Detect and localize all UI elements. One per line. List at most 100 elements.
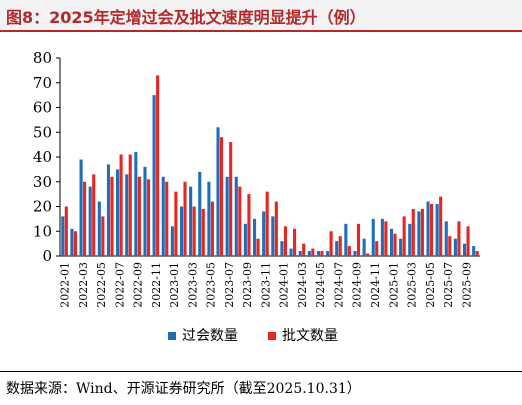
chart-title-bar: 图8：2025年定增过会及批文速度明显提升（例） xyxy=(0,0,522,32)
bar-series-a xyxy=(134,152,138,256)
bar-series-a xyxy=(389,228,394,256)
bar-series-a xyxy=(399,238,403,256)
bar-series-b xyxy=(375,241,379,256)
bar-series-b xyxy=(338,236,342,256)
y-tick-label: 30 xyxy=(33,173,52,191)
bar-series-b xyxy=(201,208,205,256)
x-tick-label: 2022-03 xyxy=(77,262,90,308)
bar-series-a xyxy=(335,241,339,256)
bar-series-b xyxy=(219,137,224,256)
x-tick-label: 2022-11 xyxy=(150,262,163,308)
x-tick-label: 2022-07 xyxy=(113,262,126,308)
source-divider xyxy=(0,371,522,372)
bar-series-b xyxy=(356,223,361,256)
bar-series-b xyxy=(229,142,233,256)
bar-series-a xyxy=(207,181,211,256)
bar-series-b xyxy=(256,238,260,256)
bar-series-a xyxy=(289,248,293,256)
bar-series-a xyxy=(216,127,220,256)
x-tick-label: 2025-01 xyxy=(387,262,400,308)
bar-series-a xyxy=(116,169,120,256)
bar-series-a xyxy=(243,223,247,256)
bar-series-a xyxy=(280,241,284,256)
bar-series-b xyxy=(165,181,169,256)
bar-series-b xyxy=(146,179,151,256)
bar-series-a xyxy=(234,176,238,256)
bar-series-b xyxy=(420,208,424,256)
bar-series-b xyxy=(448,236,452,256)
bar-series-b xyxy=(311,248,315,256)
bar-series-b xyxy=(329,231,333,256)
x-tick-label: 2023-05 xyxy=(205,262,218,308)
bar-series-b xyxy=(83,181,87,256)
bar-series-b xyxy=(119,154,123,256)
bar-series-a xyxy=(271,216,275,256)
bar-series-b xyxy=(439,196,443,256)
bar-series-a xyxy=(371,218,375,256)
x-tick-label: 2024-01 xyxy=(278,262,291,308)
bar-series-b xyxy=(92,174,96,256)
x-tick-label: 2024-11 xyxy=(369,262,382,308)
y-tick-label: 60 xyxy=(33,99,52,117)
bar-series-b xyxy=(402,216,406,256)
y-tick-label: 0 xyxy=(42,247,52,265)
bar-series-b xyxy=(265,191,269,256)
bar-series-b xyxy=(210,201,214,256)
x-tick-label: 2024-05 xyxy=(314,262,327,308)
legend-label-series-a: 过会数量 xyxy=(182,328,238,344)
bar-series-a xyxy=(253,218,257,256)
bar-series-b xyxy=(238,186,242,256)
bar-series-a xyxy=(225,176,229,256)
x-tick-label: 2023-11 xyxy=(259,262,272,308)
bar-series-a xyxy=(161,176,165,256)
x-tick-label: 2022-01 xyxy=(59,262,72,308)
bar-series-b xyxy=(293,228,297,256)
x-tick-label: 2024-07 xyxy=(332,262,345,308)
y-tick-label: 10 xyxy=(33,222,52,240)
bar-series-a xyxy=(262,211,266,256)
bar-series-b xyxy=(247,194,251,256)
x-tick-label: 2025-03 xyxy=(406,262,419,308)
bar-series-a xyxy=(189,186,193,256)
bar-series-b xyxy=(192,206,196,256)
y-tick-label: 20 xyxy=(33,198,52,216)
bar-series-b xyxy=(64,206,68,256)
bar-series-a xyxy=(152,95,156,256)
bar-series-b xyxy=(457,221,461,256)
x-tick-label: 2024-03 xyxy=(296,262,309,308)
bar-series-a xyxy=(316,251,321,256)
bar-series-a xyxy=(426,201,430,256)
bar-series-a xyxy=(198,171,202,256)
bar-series-a xyxy=(362,238,366,256)
bar-series-b xyxy=(283,226,287,256)
bar-series-a xyxy=(435,204,439,256)
bar-series-b xyxy=(347,246,351,256)
bar-series-b xyxy=(274,201,278,256)
x-tick-label: 2025-07 xyxy=(442,262,455,308)
bar-series-b xyxy=(411,208,415,256)
bar-series-a xyxy=(307,251,311,256)
chart-title: 图8：2025年定增过会及批文速度明显提升（例） xyxy=(6,8,366,27)
x-tick-label: 2023-01 xyxy=(168,262,181,308)
bar-series-b xyxy=(302,243,306,256)
bar-series-b xyxy=(73,231,77,256)
x-tick-label: 2023-03 xyxy=(186,262,199,308)
bar-series-a xyxy=(106,164,111,256)
x-tick-label: 2025-09 xyxy=(460,262,473,308)
bar-series-a xyxy=(88,186,92,256)
bar-series-b xyxy=(137,176,141,256)
bar-series-a xyxy=(61,216,65,256)
bar-series-a xyxy=(170,226,174,256)
bar-series-a xyxy=(70,228,74,256)
bar-series-a xyxy=(97,201,101,256)
bar-series-b xyxy=(320,251,324,256)
bar-series-b xyxy=(174,191,178,256)
bar-series-b xyxy=(429,204,434,256)
bar-series-b xyxy=(366,253,370,256)
bar-series-a xyxy=(125,174,129,256)
bar-series-b xyxy=(466,226,470,256)
bar-chart: 0 10 20 30 40 50 60 70 80 2022-01 2022-03 2022-05 20… xyxy=(33,49,480,344)
legend-label-series-b: 批文数量 xyxy=(282,328,338,344)
bar-series-b xyxy=(101,216,105,256)
bar-series-b xyxy=(384,221,388,256)
